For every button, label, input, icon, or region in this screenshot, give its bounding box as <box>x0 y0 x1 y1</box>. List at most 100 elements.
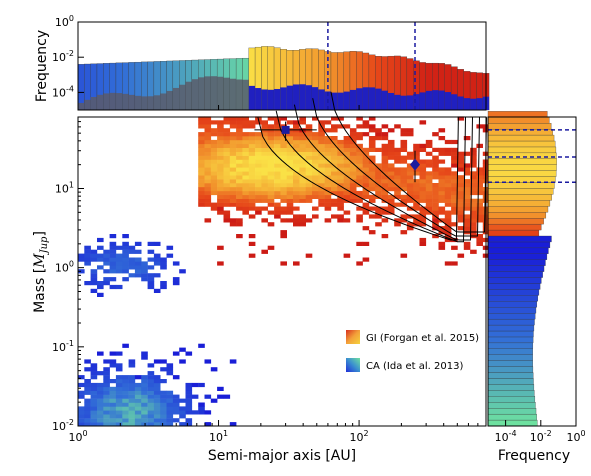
ca-cell <box>90 253 98 258</box>
gi-cell <box>261 187 268 192</box>
ca-cell <box>122 414 129 419</box>
ca-cell <box>78 418 85 423</box>
top-bar-gi-under <box>160 93 167 110</box>
right-bar <box>487 111 548 118</box>
gi-cell <box>451 171 458 176</box>
gi-cell <box>476 179 483 184</box>
gi-cell <box>204 136 212 141</box>
gi-cell <box>248 179 256 184</box>
ca-cell <box>115 398 123 403</box>
gi-cell <box>368 136 376 141</box>
ca-cell <box>166 245 174 250</box>
gi-cell <box>394 222 401 227</box>
top-bar-ca-under <box>476 98 483 110</box>
gi-cell <box>248 214 256 219</box>
gi-cell <box>198 183 205 188</box>
top-bar-ca-under <box>356 88 363 110</box>
gi-cell <box>261 124 268 129</box>
ca-cell <box>141 418 148 423</box>
gi-cell <box>356 261 363 266</box>
gi-cell <box>413 187 420 192</box>
ca-cell <box>166 367 174 372</box>
ca-cell <box>109 422 117 427</box>
gi-cell <box>198 147 205 152</box>
ca-cell <box>109 418 117 423</box>
gi-cell <box>229 175 237 180</box>
gi-cell <box>400 132 408 137</box>
gi-cell <box>293 214 300 219</box>
right-bar <box>487 307 537 314</box>
gi-cell <box>444 226 452 231</box>
gi-cell <box>261 139 268 145</box>
ca-cell <box>185 418 193 423</box>
top-histogram-ylabel: Frequency <box>34 30 50 102</box>
gi-cell <box>324 143 332 148</box>
ca-cell <box>122 375 129 380</box>
ca-cell <box>109 253 117 258</box>
gi-cell <box>406 222 414 227</box>
gi-cell <box>286 143 294 148</box>
gi-cell <box>274 194 281 199</box>
gi-cell <box>400 139 408 145</box>
ca-cell <box>115 418 123 423</box>
gi-cell <box>343 151 351 156</box>
gi-cell <box>331 159 338 164</box>
ca-cell <box>179 406 186 411</box>
gi-cell <box>419 183 427 188</box>
ca-cell <box>103 253 110 258</box>
right-bar <box>487 247 549 254</box>
ca-cell <box>97 292 104 297</box>
ca-cell <box>115 265 123 270</box>
ca-cell <box>160 281 167 286</box>
gi-cell <box>451 194 458 199</box>
gi-cell <box>331 167 338 172</box>
gi-cell <box>293 194 300 199</box>
gi-cell <box>248 159 256 164</box>
gi-cell <box>280 218 287 223</box>
gi-cell <box>444 171 452 176</box>
gi-cell <box>451 222 458 227</box>
gi-cell <box>349 136 357 141</box>
ca-cell <box>97 245 104 250</box>
gi-cell <box>210 143 218 148</box>
gi-cell <box>394 218 401 223</box>
gi-cell <box>394 194 401 199</box>
gi-cell <box>381 151 389 156</box>
ca-cell <box>109 398 117 403</box>
right-bar <box>487 289 540 296</box>
gi-cell <box>242 167 249 172</box>
gi-cell <box>274 167 281 172</box>
ca-cell <box>198 402 205 407</box>
ca-cell <box>97 398 104 403</box>
gi-cell <box>331 190 338 196</box>
ca-cell <box>128 273 136 278</box>
gi-cell <box>286 206 294 211</box>
gi-cell <box>457 198 465 203</box>
right-bar <box>487 378 534 385</box>
gi-cell <box>261 151 268 156</box>
gi-cell <box>210 190 218 196</box>
ca-cell <box>109 245 117 250</box>
right-bar <box>487 152 557 159</box>
gi-cell <box>274 214 281 219</box>
ca-cell <box>147 414 155 419</box>
ca-cell <box>103 390 110 395</box>
gi-cell <box>305 175 313 180</box>
ca-cell <box>84 359 91 364</box>
ca-cell <box>115 351 123 356</box>
gi-cell <box>217 171 224 176</box>
gi-cell <box>331 136 338 141</box>
gi-cell <box>255 206 262 211</box>
gi-cell <box>217 175 224 180</box>
ca-cell <box>97 418 104 423</box>
gi-cell <box>318 163 325 168</box>
ca-cell <box>172 375 180 380</box>
gi-cell <box>223 120 231 125</box>
gi-cell <box>255 120 262 125</box>
gi-cell <box>223 167 231 172</box>
right-bar <box>487 318 535 326</box>
ca-cell <box>109 386 117 391</box>
x-tick-label-exp: 0 <box>82 429 87 438</box>
gi-cell <box>476 171 483 176</box>
